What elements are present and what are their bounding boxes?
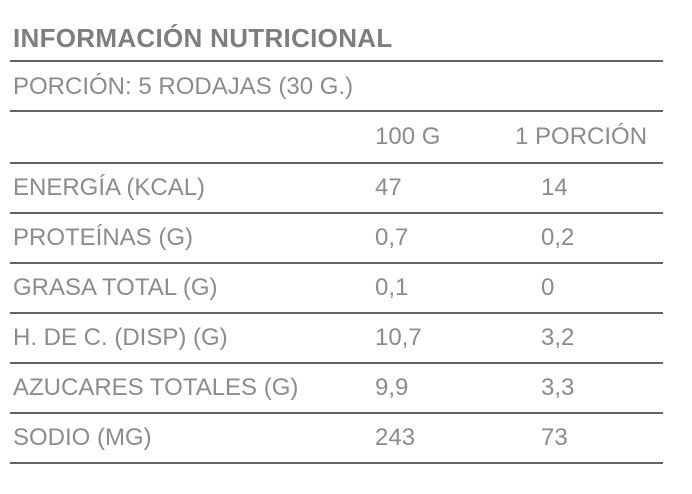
value-per-portion: 0,2 [541,224,575,251]
column-header-row: 100 G 1 PORCIÓN [10,112,663,164]
value-per-100g: 0,7 [375,224,409,251]
nutrient-row-grasa-total: GRASA TOTAL (G) 0,1 0 [10,264,663,314]
nutrition-facts-panel: INFORMACIÓN NUTRICIONAL PORCIÓN: 5 RODAJ… [10,20,663,464]
panel-title: INFORMACIÓN NUTRICIONAL [10,20,663,62]
value-per-100g: 243 [375,424,416,451]
portion-statement: PORCIÓN: 5 RODAJAS (30 G.) [10,62,663,112]
nutrient-label: PROTEÍNAS (G) [13,224,194,251]
value-per-100g: 0,1 [375,274,409,301]
nutrient-label: SODIO (MG) [13,424,152,451]
nutrient-label: ENERGÍA (KCAL) [13,174,206,201]
nutrient-row-sodio: SODIO (MG) 243 73 [10,414,663,464]
nutrient-row-azucares-totales: AZUCARES TOTALES (G) 9,9 3,3 [10,364,663,414]
value-per-100g: 9,9 [375,374,409,401]
nutrient-label: H. DE C. (DISP) (G) [13,324,228,351]
value-per-portion: 3,3 [541,374,575,401]
value-per-portion: 14 [541,174,568,201]
value-per-100g: 10,7 [375,324,422,351]
nutrient-row-energia: ENERGÍA (KCAL) 47 14 [10,164,663,214]
nutrient-label: GRASA TOTAL (G) [13,274,218,301]
column-header-100g: 100 G [375,123,441,150]
nutrient-row-proteinas: PROTEÍNAS (G) 0,7 0,2 [10,214,663,264]
value-per-100g: 47 [375,174,402,201]
value-per-portion: 73 [541,424,568,451]
nutrient-label: AZUCARES TOTALES (G) [13,374,299,401]
column-header-portion: 1 PORCIÓN [515,123,648,150]
value-per-portion: 3,2 [541,324,575,351]
value-per-portion: 0 [541,274,555,301]
nutrient-row-hidratos-carbono: H. DE C. (DISP) (G) 10,7 3,2 [10,314,663,364]
